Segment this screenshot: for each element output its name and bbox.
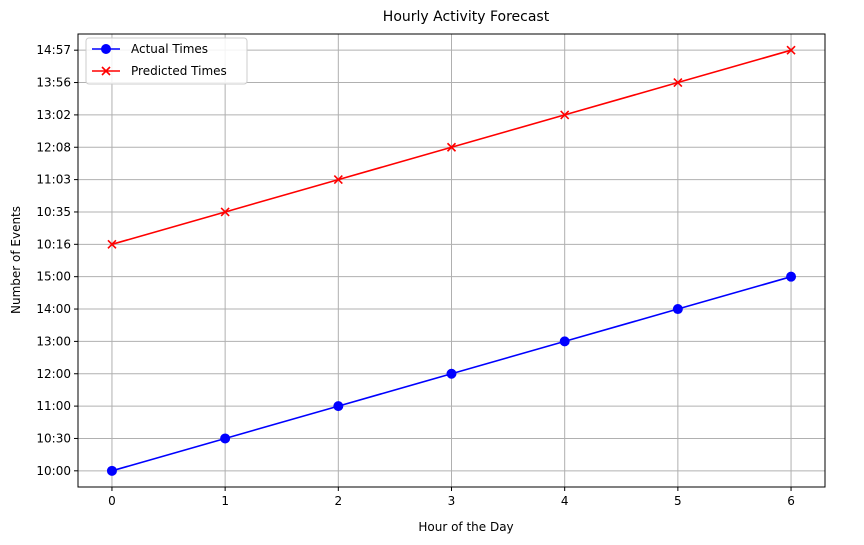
legend-item: Predicted Times <box>92 64 227 78</box>
data-point <box>446 368 457 379</box>
y-tick-label: 14:57 <box>36 43 71 57</box>
x-axis-label: Hour of the Day <box>418 520 513 534</box>
legend-label: Predicted Times <box>131 64 227 78</box>
legend-marker <box>101 44 111 54</box>
series-0 <box>106 271 797 476</box>
y-tick-label: 10:16 <box>36 237 71 251</box>
y-axis: 10:00 10:30 11:00 12:00 13:00 14:00 15:00 10:16… <box>36 43 78 478</box>
y-tick-label: 14:00 <box>36 302 71 316</box>
x-tick-label: 3 <box>448 494 456 508</box>
data-point <box>446 142 457 152</box>
data-point <box>220 433 231 444</box>
data-point <box>106 465 117 476</box>
data-point <box>560 110 570 120</box>
y-tick-label: 11:03 <box>36 173 71 187</box>
data-point <box>220 207 230 217</box>
data-point <box>333 175 343 185</box>
legend-item: Actual Times <box>92 42 208 56</box>
y-tick-label: 10:35 <box>36 205 71 219</box>
y-tick-label: 13:02 <box>36 108 71 122</box>
y-tick-label: 10:30 <box>36 431 71 445</box>
x-tick-label: 4 <box>561 494 569 508</box>
data-point <box>672 304 683 315</box>
legend-box <box>85 37 248 85</box>
data-point <box>333 401 344 412</box>
grid <box>78 34 825 487</box>
x-tick-label: 0 <box>108 494 116 508</box>
data-point <box>107 239 117 249</box>
y-tick-label: 12:00 <box>36 367 71 381</box>
series-1 <box>107 45 796 249</box>
x-axis: 0 1 2 3 4 5 6 <box>108 487 795 508</box>
y-tick-label: 13:00 <box>36 334 71 348</box>
data-point <box>673 77 683 88</box>
data-point <box>559 336 570 347</box>
series-layer <box>106 45 797 476</box>
legend-marker <box>101 66 111 76</box>
data-point <box>786 271 797 282</box>
x-tick-label: 2 <box>334 494 342 508</box>
x-tick-label: 6 <box>787 494 795 508</box>
chart-title: Hourly Activity Forecast <box>383 9 550 25</box>
x-tick-label: 5 <box>674 494 682 508</box>
legend-label: Actual Times <box>131 42 208 56</box>
data-point <box>786 45 796 55</box>
y-tick-label: 13:56 <box>36 76 71 90</box>
x-tick-label: 1 <box>221 494 229 508</box>
y-tick-label: 11:00 <box>36 399 71 413</box>
y-tick-label: 12:08 <box>36 140 71 154</box>
legend: Actual Times Predicted Times <box>85 37 248 85</box>
y-tick-label: 10:00 <box>36 464 71 478</box>
y-axis-label: Number of Events <box>9 206 23 314</box>
y-tick-label: 15:00 <box>36 270 71 284</box>
